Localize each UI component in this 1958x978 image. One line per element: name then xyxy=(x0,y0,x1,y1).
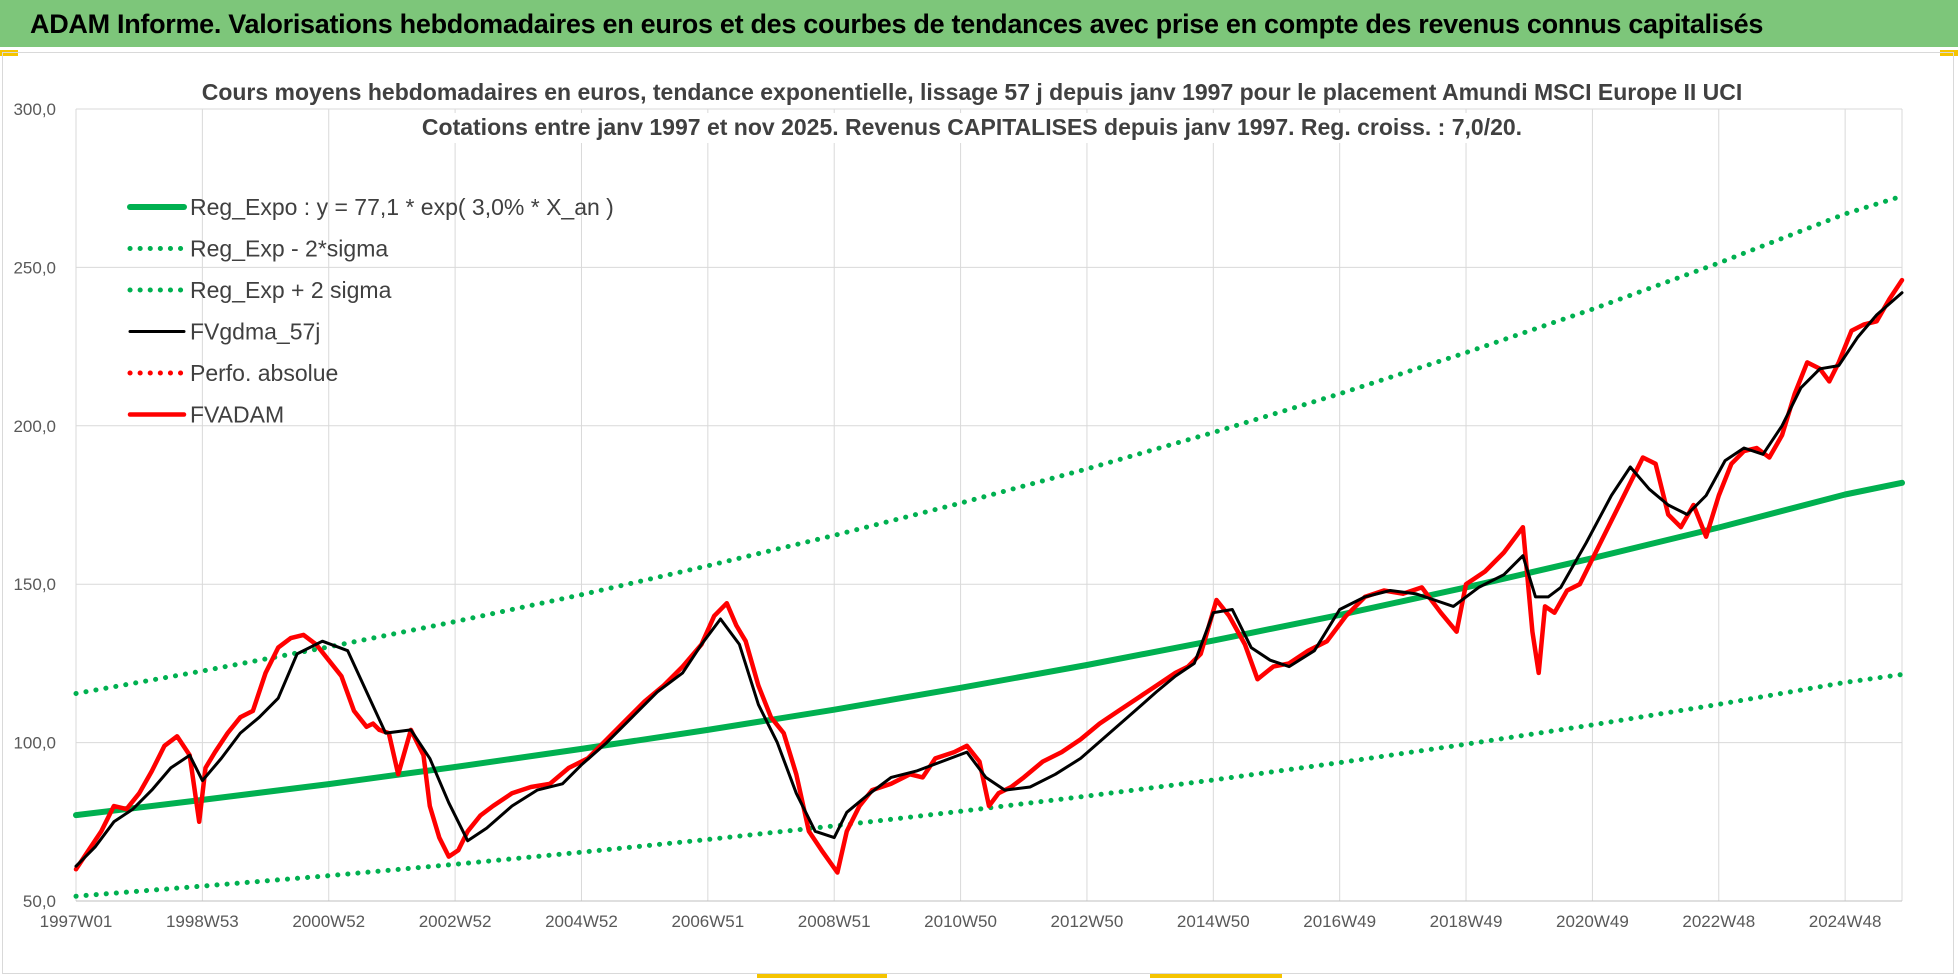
series-line-3 xyxy=(74,291,1904,868)
series-line-2 xyxy=(73,193,1905,696)
report-banner: ADAM Informe. Valorisations hebdomadaire… xyxy=(0,0,1958,50)
x-tick-label: 1998W53 xyxy=(166,912,239,931)
title-bg-2 xyxy=(448,113,1496,143)
y-tick-label: 300,0 xyxy=(13,100,56,119)
title-bg-1 xyxy=(238,78,1706,108)
x-tick-label: 2020W49 xyxy=(1556,912,1629,931)
x-tick-label: 2006W51 xyxy=(671,912,744,931)
chart-title-line-2: Cotations entre janv 1997 et nov 2025. R… xyxy=(422,114,1522,140)
legend-label-2: Reg_Exp + 2 sigma xyxy=(190,277,392,303)
chart-title-line-1: Cours moyens hebdomadaires en euros, ten… xyxy=(202,79,1743,105)
y-axis: 50,0 100,0 150,0 200,0 250,0 300,0 xyxy=(13,100,56,911)
x-tick-label: 2014W50 xyxy=(1177,912,1250,931)
corner-accent-right xyxy=(1940,50,1958,56)
series-line-0 xyxy=(73,479,1905,819)
y-tick-label: 50,0 xyxy=(23,892,56,911)
x-tick-label: 2004W52 xyxy=(545,912,618,931)
legend-label-1: Reg_Exp - 2*sigma xyxy=(190,236,388,262)
legend-label-5: FVADAM xyxy=(190,402,284,428)
x-tick-label: 2022W48 xyxy=(1682,912,1755,931)
chart-legend: Reg_Expo : y = 77,1 * exp( 3,0% * X_an )… xyxy=(127,194,614,428)
y-tick-label: 100,0 xyxy=(13,734,56,753)
y-tick-label: 250,0 xyxy=(13,258,56,277)
x-tick-label: 2000W52 xyxy=(292,912,365,931)
legend-label-0: Reg_Expo : y = 77,1 * exp( 3,0% * X_an ) xyxy=(190,194,614,220)
x-tick-label: 2024W48 xyxy=(1809,912,1882,931)
report-title: ADAM Informe. Valorisations hebdomadaire… xyxy=(30,9,1764,39)
x-tick-label: 1997W01 xyxy=(40,912,113,931)
x-axis: 1997W01 1998W53 2000W52 2002W52 2004W52 2006W… xyxy=(40,900,1902,931)
y-tick-label: 200,0 xyxy=(13,417,56,436)
bottom-accent-2 xyxy=(1150,974,1282,978)
legend-label-3: FVgdma_57j xyxy=(190,319,320,345)
x-tick-label: 2002W52 xyxy=(419,912,492,931)
corner-accent-left xyxy=(0,50,18,56)
x-tick-label: 2010W50 xyxy=(924,912,997,931)
x-tick-label: 2008W51 xyxy=(798,912,871,931)
y-tick-label: 150,0 xyxy=(13,575,56,594)
series-line-5 xyxy=(73,277,1905,875)
chart-series xyxy=(73,193,1905,899)
series-line-1 xyxy=(73,672,1905,899)
x-tick-label: 2016W49 xyxy=(1303,912,1376,931)
bottom-accent-1 xyxy=(757,974,887,978)
x-tick-label: 2018W49 xyxy=(1430,912,1503,931)
legend-label-4: Perfo. absolue xyxy=(190,360,338,386)
chart-title-block: Cours moyens hebdomadaires en euros, ten… xyxy=(202,78,1743,143)
x-tick-label: 2012W50 xyxy=(1051,912,1124,931)
